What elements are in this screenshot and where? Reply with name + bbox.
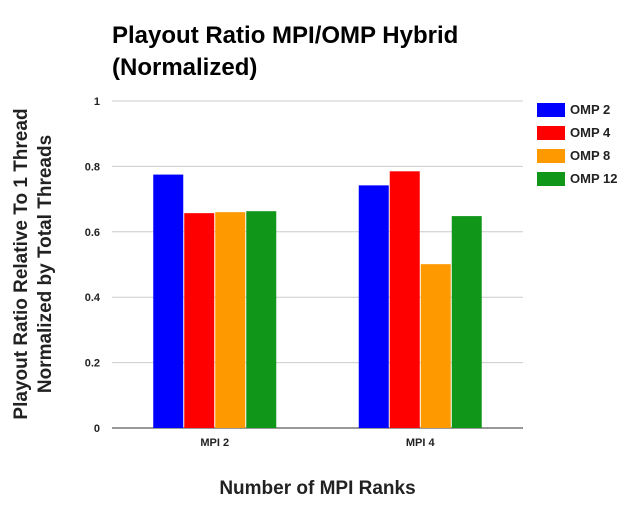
- bar-omp-2-mpi-2: [153, 174, 184, 428]
- x-tick-label: MPI 2: [200, 437, 229, 449]
- chart-title-line-1: Playout Ratio MPI/OMP Hybrid: [112, 22, 459, 49]
- legend-swatch: [537, 148, 565, 163]
- y-tick-label: 0.2: [85, 358, 100, 370]
- legend: OMP 2 OMP 4 OMP 8 OMP 12: [537, 98, 617, 190]
- bar-omp-8-mpi-4: [420, 264, 451, 428]
- legend-label: OMP 4: [570, 125, 611, 140]
- bar-omp-4-mpi-4: [389, 171, 420, 428]
- y-tick-label: 0.4: [85, 292, 101, 304]
- bar-omp-12-mpi-2: [246, 211, 277, 428]
- bar-omp-4-mpi-2: [184, 213, 215, 428]
- legend-item: OMP 12: [537, 167, 617, 190]
- x-axis-label: Number of MPI Ranks: [219, 478, 416, 499]
- legend-label: OMP 8: [570, 148, 611, 163]
- legend-swatch: [537, 102, 565, 117]
- chart-title-line-2: (Normalized): [112, 54, 258, 81]
- legend-label: OMP 2: [570, 102, 611, 117]
- bar-omp-2-mpi-4: [358, 185, 389, 428]
- legend-swatch: [537, 171, 565, 186]
- legend-item: OMP 8: [537, 144, 617, 167]
- legend-item: OMP 2: [537, 98, 617, 121]
- bar-omp-12-mpi-4: [451, 216, 482, 428]
- y-tick-label: 1: [94, 96, 100, 108]
- y-tick-label: 0: [94, 423, 100, 435]
- chart-title: Playout Ratio MPI/OMP Hybrid (Normalized…: [112, 20, 458, 84]
- bar-omp-8-mpi-2: [215, 212, 246, 428]
- legend-label: OMP 12: [570, 171, 618, 186]
- legend-swatch: [537, 125, 565, 140]
- x-tick-label: MPI 4: [406, 437, 436, 449]
- y-tick-label: 0.6: [85, 227, 100, 239]
- legend-item: OMP 4: [537, 121, 617, 144]
- y-tick-label: 0.8: [85, 161, 100, 173]
